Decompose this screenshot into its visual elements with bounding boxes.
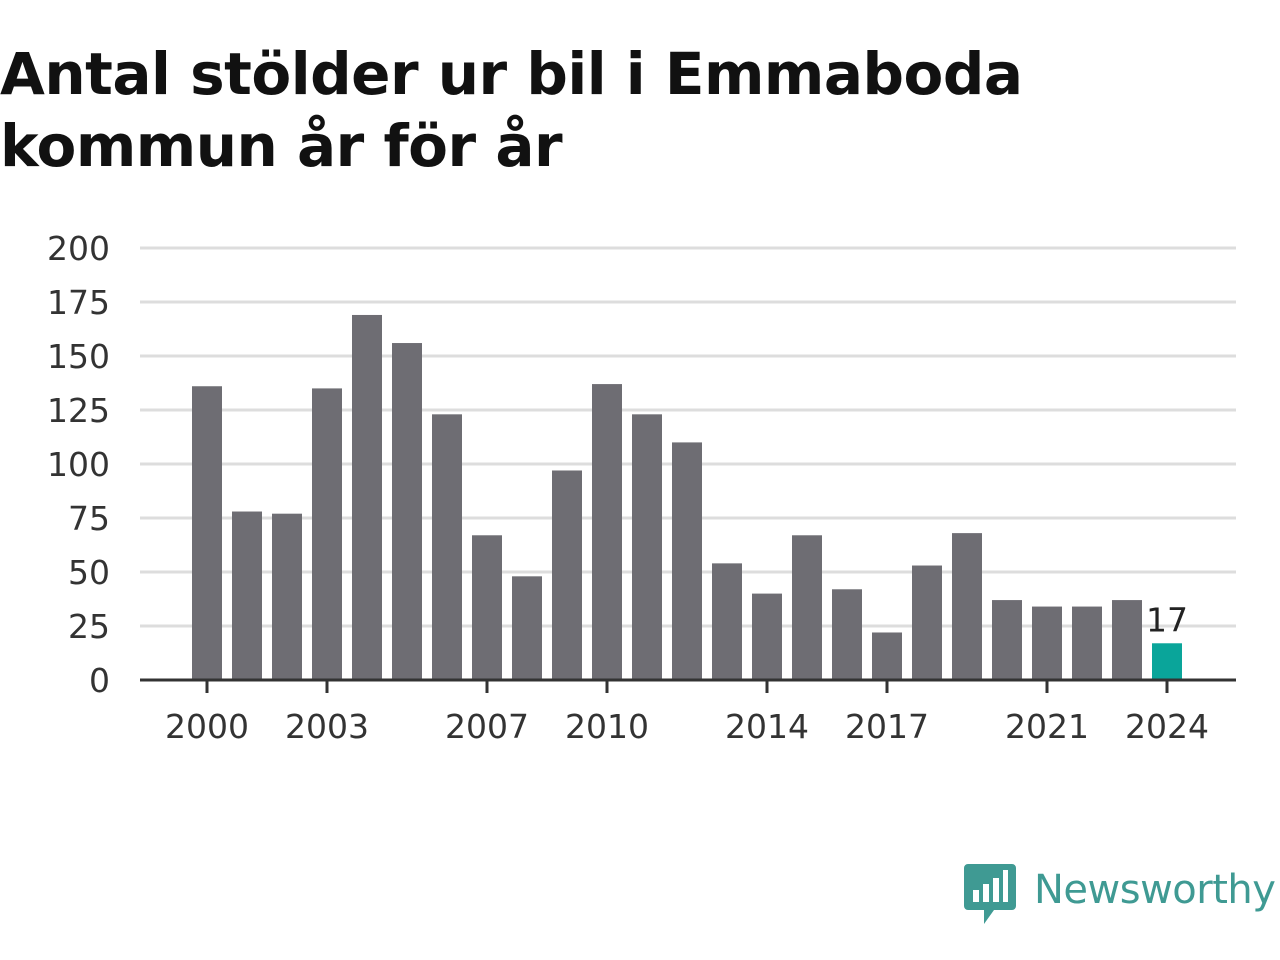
y-axis: 0 25 50 75 100 125 150 175 200 (47, 229, 110, 700)
bar-2021 (1032, 606, 1062, 680)
y-tick-label: 75 (68, 499, 110, 538)
y-tick-label: 0 (89, 661, 110, 700)
data-labels: 17 (1146, 600, 1188, 639)
chart-title: Antal stölder ur bil i Emmaboda kommun å… (0, 40, 1023, 180)
y-tick-label: 175 (47, 283, 110, 322)
bar-2020 (992, 600, 1022, 680)
bar-2002 (272, 513, 302, 680)
x-tick-label: 2017 (845, 707, 929, 746)
bar-2001 (232, 511, 262, 680)
bar-2023 (1112, 600, 1142, 680)
bar-2011 (632, 414, 662, 680)
bar-2016 (832, 589, 862, 680)
bar-2009 (552, 470, 582, 680)
bar-2008 (512, 576, 542, 680)
newsworthy-logo: Newsworthy (964, 864, 1276, 928)
x-tick-label: 2014 (725, 707, 809, 746)
x-tick-label: 2024 (1125, 707, 1209, 746)
bar-2005 (392, 343, 422, 680)
x-tick-label: 2000 (165, 707, 249, 746)
bar-2006 (432, 414, 462, 680)
bar-2022 (1072, 606, 1102, 680)
bar-2018 (912, 565, 942, 680)
x-axis: 2000 2003 2007 2010 2014 2017 2021 2024 (140, 678, 1236, 746)
y-tick-label: 100 (47, 445, 110, 484)
bars (192, 314, 1182, 680)
bar-2007 (472, 535, 502, 680)
bar-2004 (352, 314, 382, 680)
x-tick-label: 2010 (565, 707, 649, 746)
x-tick-label: 2021 (1005, 707, 1089, 746)
bar-2019 (952, 533, 982, 680)
y-tick-label: 125 (47, 391, 110, 430)
bar-chart-speech-bubble-icon (964, 864, 1016, 924)
y-tick-label: 50 (68, 553, 110, 592)
y-tick-label: 200 (47, 229, 110, 268)
logo-text: Newsworthy (1034, 867, 1276, 913)
bar-2003 (312, 388, 342, 680)
bar-2024 (1152, 643, 1182, 680)
data-label-2024: 17 (1146, 600, 1188, 639)
x-tick-label: 2003 (285, 707, 369, 746)
bar-2013 (712, 563, 742, 680)
x-tick-label: 2007 (445, 707, 529, 746)
y-tick-label: 25 (68, 607, 110, 646)
bar-2014 (752, 593, 782, 680)
bar-2015 (792, 535, 822, 680)
bar-2000 (192, 386, 222, 680)
bar-2012 (672, 442, 702, 680)
bar-2017 (872, 632, 902, 680)
y-tick-label: 150 (47, 337, 110, 376)
bar-2010 (592, 384, 622, 680)
